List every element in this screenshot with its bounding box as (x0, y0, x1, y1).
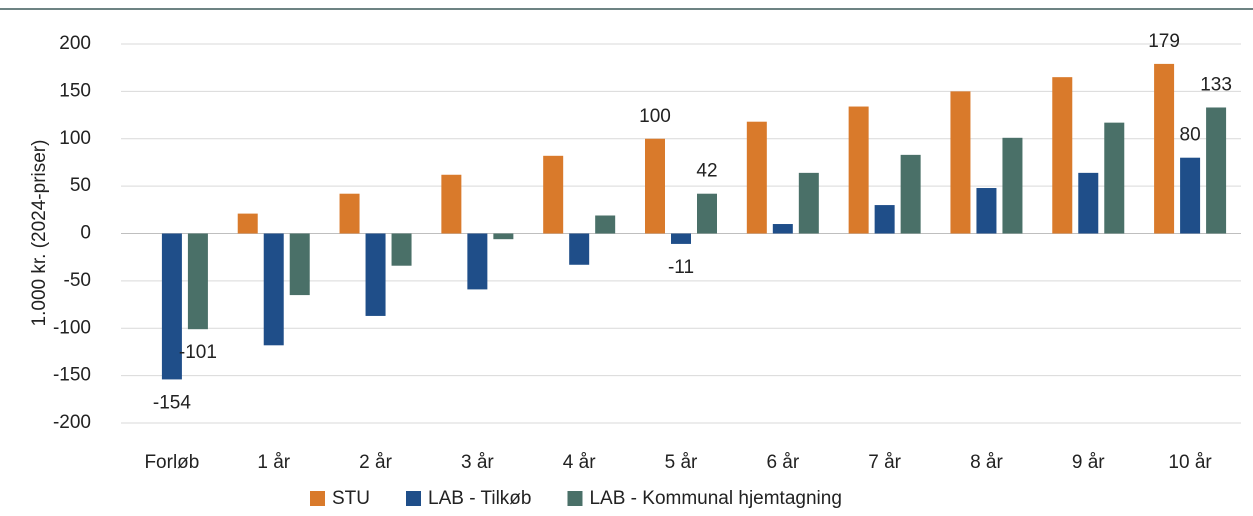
data-label: 80 (1180, 125, 1201, 146)
bar (493, 233, 514, 240)
y-tick-label: 100 (59, 128, 91, 149)
legend-label: LAB - Tilkøb (428, 488, 531, 509)
bar (289, 233, 310, 296)
bar (746, 121, 767, 234)
bar (976, 188, 997, 234)
legend-label: STU (332, 488, 370, 509)
x-tick-label: 4 år (563, 452, 596, 473)
y-tick-label: 200 (59, 33, 91, 54)
bar (467, 233, 488, 290)
x-tick-label: 2 år (359, 452, 392, 473)
bar (848, 106, 869, 234)
data-label: 42 (696, 161, 717, 182)
x-tick-label: 1 år (257, 452, 290, 473)
data-label: -11 (668, 257, 694, 278)
bar (1052, 77, 1073, 234)
legend-swatch (567, 491, 583, 506)
bar (161, 233, 182, 380)
y-tick-label: 50 (70, 175, 91, 196)
legend-swatch (406, 491, 421, 506)
bar (1206, 107, 1227, 234)
bar (874, 205, 895, 234)
x-tick-label: 9 år (1072, 452, 1105, 473)
x-tick-label: 10 år (1168, 452, 1212, 473)
legend-label: LAB - Kommunal hjemtagning (589, 488, 841, 509)
bar (391, 233, 412, 266)
bar (237, 213, 258, 234)
bar (365, 233, 386, 316)
y-tick-label: 0 (80, 223, 91, 244)
y-tick-label: -50 (64, 270, 91, 291)
bar (1104, 122, 1125, 234)
x-tick-label: 3 år (461, 452, 494, 473)
bar (1002, 137, 1023, 234)
y-tick-label: -150 (53, 365, 91, 386)
bar (772, 224, 793, 234)
bar (441, 174, 462, 234)
bar (1180, 157, 1201, 234)
bar (798, 172, 819, 234)
bar (569, 233, 590, 265)
y-tick-label: 150 (59, 80, 91, 101)
data-label: 179 (1148, 31, 1180, 52)
bar (1154, 63, 1175, 234)
bar (697, 193, 717, 234)
bar (187, 233, 208, 330)
data-label: 133 (1200, 74, 1232, 95)
x-tick-label: 5 år (665, 452, 698, 473)
bar (1078, 172, 1099, 234)
bar (645, 138, 665, 234)
bar (595, 215, 616, 234)
bar (543, 155, 564, 234)
x-tick-label: 6 år (766, 452, 799, 473)
x-tick-label: 8 år (970, 452, 1003, 473)
bar (900, 154, 921, 234)
bar (263, 233, 284, 346)
bar (950, 91, 971, 234)
y-axis-label: 1.000 kr. (2024-priser) (29, 140, 50, 327)
data-label: 100 (639, 106, 671, 127)
y-tick-label: -200 (53, 412, 91, 433)
data-label: -101 (179, 342, 217, 363)
x-tick-label: 7 år (868, 452, 901, 473)
y-tick-label: -100 (53, 317, 91, 338)
data-label: -154 (153, 392, 191, 413)
bar (339, 193, 360, 234)
x-tick-label: Forløb (144, 452, 199, 473)
legend-swatch (310, 491, 325, 506)
bar (671, 233, 691, 244)
